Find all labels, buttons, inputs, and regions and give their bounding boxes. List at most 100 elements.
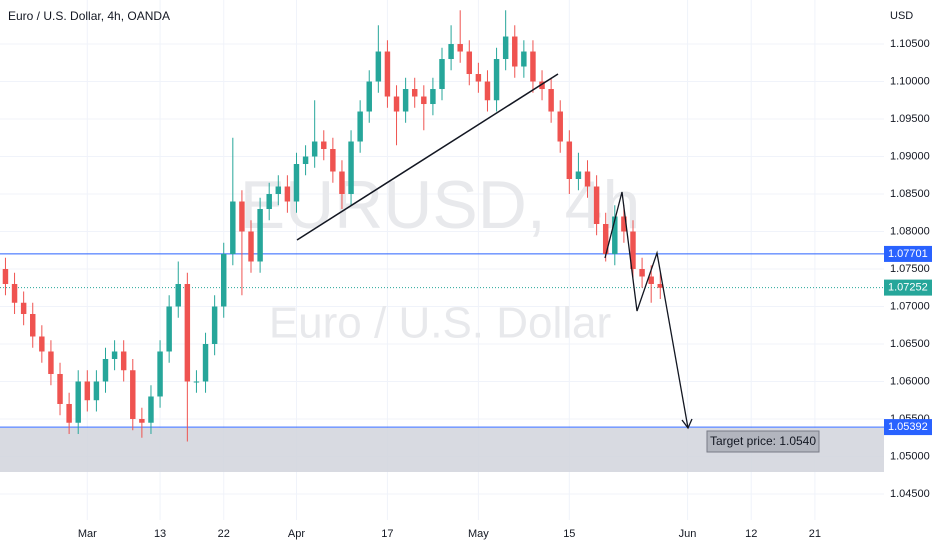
projection-path <box>604 191 689 429</box>
candle-body <box>584 171 591 187</box>
candle-body <box>266 194 272 210</box>
candle-body <box>384 51 391 97</box>
candle-body <box>130 370 136 419</box>
candle-body <box>257 209 263 262</box>
candles <box>2 10 663 442</box>
x-tick-label: 22 <box>218 528 230 540</box>
candle-body <box>612 216 618 255</box>
watermark-subtitle: Euro / U.S. Dollar <box>269 299 611 348</box>
candle-body <box>484 81 491 101</box>
price-axis <box>884 0 932 550</box>
candle-body <box>30 313 36 337</box>
candle-body <box>330 149 336 172</box>
candle-body <box>548 89 554 112</box>
level-label: 1.07701 <box>888 248 928 260</box>
candle-body <box>211 306 218 344</box>
candle-body <box>311 141 318 157</box>
annotation: Target price: 1.0540 <box>710 434 816 448</box>
candle-body <box>230 201 236 255</box>
y-tick-label: 1.08500 <box>890 188 930 200</box>
candle-body <box>148 396 154 423</box>
watermark: EURUSD, 4h <box>240 167 641 243</box>
candle-body <box>184 283 191 382</box>
candle-body <box>502 36 509 60</box>
y-tick-label: 1.09000 <box>890 150 930 162</box>
candle-body <box>48 351 54 374</box>
x-tick-label: Apr <box>288 528 305 540</box>
candle-body <box>102 358 109 382</box>
candle-body <box>602 224 609 255</box>
level-label: 1.05392 <box>888 421 928 433</box>
candle-body <box>530 51 536 82</box>
level-label: 1.07252 <box>888 282 928 294</box>
candle-body <box>421 96 427 105</box>
x-tick-label: 13 <box>154 528 166 540</box>
y-tick-label: 1.08000 <box>890 225 930 237</box>
candle-body <box>193 381 200 383</box>
candle-body <box>357 111 363 142</box>
candle-body <box>111 351 118 359</box>
candle-body <box>366 81 372 112</box>
candle-body <box>11 283 18 303</box>
y-axis-label: USD <box>890 10 913 22</box>
x-tick-label: May <box>468 528 489 540</box>
candle-body <box>512 36 518 67</box>
candle-body <box>566 141 573 180</box>
candle-body <box>339 171 345 195</box>
y-tick-label: 1.10000 <box>890 75 930 87</box>
candle-body <box>157 351 163 397</box>
candle-body <box>648 276 654 284</box>
candle-body <box>248 231 254 262</box>
candle-body <box>411 89 418 97</box>
candle-body <box>393 96 400 112</box>
candle-body <box>93 381 100 401</box>
level-tag <box>884 245 932 262</box>
candle-body <box>84 381 91 401</box>
axes: 1.045001.050001.055001.060001.065001.070… <box>78 38 932 540</box>
levels <box>0 253 884 428</box>
candle-body <box>630 231 636 269</box>
candle-body <box>439 59 445 90</box>
candle-body <box>575 171 582 180</box>
y-tick-label: 1.07000 <box>890 300 930 312</box>
candle-body <box>402 89 409 112</box>
candle-body <box>430 89 436 105</box>
candle-body <box>139 418 145 423</box>
candle-body <box>375 51 382 82</box>
chart-title: Euro / U.S. Dollar, 4h, OANDA <box>8 9 170 23</box>
candle-body <box>166 306 172 352</box>
candle-body <box>120 351 127 371</box>
candle-body <box>2 268 9 284</box>
y-tick-label: 1.09500 <box>890 113 930 125</box>
candle-body <box>657 283 663 288</box>
x-tick-label: Mar <box>78 528 97 540</box>
x-tick-label: Jun <box>679 528 697 540</box>
candle-body <box>466 51 473 75</box>
arrow-head <box>681 418 693 430</box>
y-tick-label: 1.06500 <box>890 338 930 350</box>
candle-body <box>275 186 282 195</box>
candle-body <box>20 302 27 314</box>
candle-body <box>475 74 482 82</box>
trend-line <box>296 73 559 241</box>
y-tick-label: 1.04500 <box>890 488 930 500</box>
candle-body <box>493 59 500 101</box>
level-tag <box>884 419 932 436</box>
candle-body <box>539 81 545 90</box>
level-tag <box>884 279 932 296</box>
y-tick-label: 1.05000 <box>890 450 930 462</box>
candle-body <box>239 201 245 232</box>
candle-body <box>302 156 309 165</box>
candle-body <box>593 186 600 225</box>
x-tick-label: 17 <box>381 528 393 540</box>
y-tick-label: 1.06000 <box>890 375 930 387</box>
candle-body <box>639 268 645 277</box>
candle-body <box>175 283 181 307</box>
candle-body <box>293 164 300 202</box>
x-tick-label: 15 <box>563 528 575 540</box>
x-tick-label: 12 <box>745 528 757 540</box>
candle-body <box>221 254 227 307</box>
candle-body <box>321 141 327 150</box>
candle-body <box>521 51 527 67</box>
